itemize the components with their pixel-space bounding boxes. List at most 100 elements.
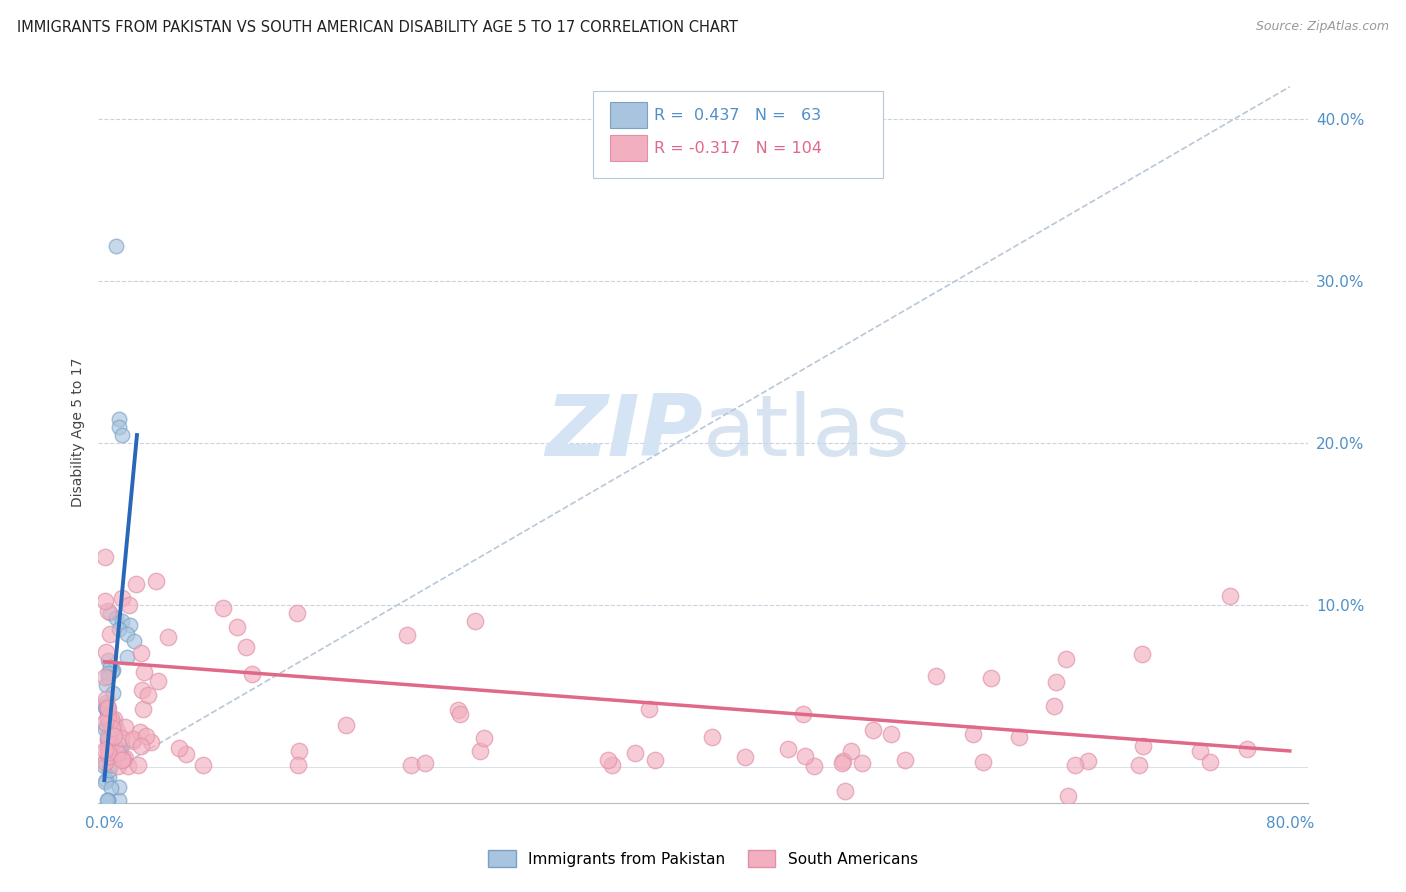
Text: 80.0%: 80.0% <box>1265 816 1315 830</box>
Point <box>111 753 134 767</box>
Point <box>156 630 179 644</box>
Point <box>1128 758 1150 772</box>
Point <box>925 669 948 683</box>
Point <box>97 792 120 806</box>
Point <box>101 664 124 678</box>
Point <box>1054 652 1077 666</box>
Point <box>111 738 134 752</box>
Point <box>96 702 118 716</box>
Point <box>97 731 120 746</box>
Point <box>97 763 120 777</box>
Point <box>97 731 120 745</box>
Point <box>94 774 117 789</box>
Point <box>167 741 190 756</box>
Point <box>94 756 117 770</box>
Point <box>103 724 125 739</box>
Point <box>93 549 115 564</box>
Point <box>125 577 148 591</box>
Point <box>107 780 129 795</box>
Point <box>600 758 623 772</box>
Point <box>110 731 132 746</box>
Point <box>862 723 884 738</box>
Point <box>1007 730 1029 744</box>
Point <box>962 727 984 741</box>
Point <box>894 753 917 767</box>
Point <box>98 743 121 757</box>
Point <box>127 758 149 772</box>
Point <box>118 617 141 632</box>
Point <box>93 758 115 772</box>
Point <box>193 757 215 772</box>
Point <box>1056 789 1078 804</box>
Point <box>98 748 121 763</box>
Point <box>111 591 134 605</box>
Point <box>1188 744 1211 758</box>
Point <box>96 703 118 717</box>
Point <box>776 742 799 756</box>
Point <box>97 701 120 715</box>
Point <box>447 703 470 717</box>
Point <box>97 702 120 716</box>
Point <box>96 741 118 756</box>
Point <box>105 742 128 756</box>
Point <box>212 601 235 615</box>
Point <box>139 735 162 749</box>
Point <box>226 620 249 634</box>
Point <box>96 714 118 728</box>
Point <box>108 420 131 434</box>
Point <box>1132 739 1154 753</box>
Point <box>117 758 139 772</box>
Point <box>105 747 128 761</box>
Point <box>103 663 125 677</box>
Point <box>94 645 117 659</box>
Point <box>98 660 121 674</box>
Point <box>105 238 128 252</box>
Point <box>108 623 131 637</box>
Point <box>131 702 153 716</box>
Point <box>96 732 118 747</box>
Point <box>1043 699 1066 714</box>
Point <box>96 792 118 806</box>
Point <box>335 718 357 732</box>
Point <box>1130 648 1153 662</box>
Point <box>880 727 903 741</box>
Point <box>97 750 120 764</box>
Point <box>839 744 862 758</box>
Point <box>794 748 817 763</box>
Text: R = -0.317   N = 104: R = -0.317 N = 104 <box>654 141 821 155</box>
Point <box>105 611 128 625</box>
Point <box>176 747 198 762</box>
Text: R =  0.437   N =   63: R = 0.437 N = 63 <box>654 108 821 122</box>
Point <box>972 755 994 769</box>
Point <box>96 699 118 714</box>
Point <box>470 744 492 758</box>
Point <box>101 685 124 699</box>
Point <box>114 751 136 765</box>
Point <box>107 792 129 806</box>
Point <box>131 682 153 697</box>
Point <box>105 724 128 739</box>
Point <box>98 626 121 640</box>
Point <box>94 700 117 714</box>
Point <box>115 627 138 641</box>
Point <box>97 770 120 784</box>
Point <box>1077 754 1099 768</box>
Text: IMMIGRANTS FROM PAKISTAN VS SOUTH AMERICAN DISABILITY AGE 5 TO 17 CORRELATION CH: IMMIGRANTS FROM PAKISTAN VS SOUTH AMERIC… <box>17 20 738 35</box>
Point <box>700 730 723 744</box>
Point <box>96 739 118 754</box>
Point <box>108 744 131 758</box>
Point <box>287 758 309 772</box>
Point <box>145 574 167 588</box>
Text: Source: ZipAtlas.com: Source: ZipAtlas.com <box>1256 20 1389 33</box>
Point <box>97 748 120 763</box>
Point <box>98 730 121 744</box>
Point <box>980 671 1002 685</box>
Point <box>100 721 122 735</box>
Point <box>413 756 436 770</box>
Point <box>97 604 120 618</box>
Point <box>103 729 125 743</box>
Point <box>94 678 117 692</box>
Point <box>97 710 120 724</box>
Point <box>94 700 117 714</box>
Point <box>235 640 257 654</box>
